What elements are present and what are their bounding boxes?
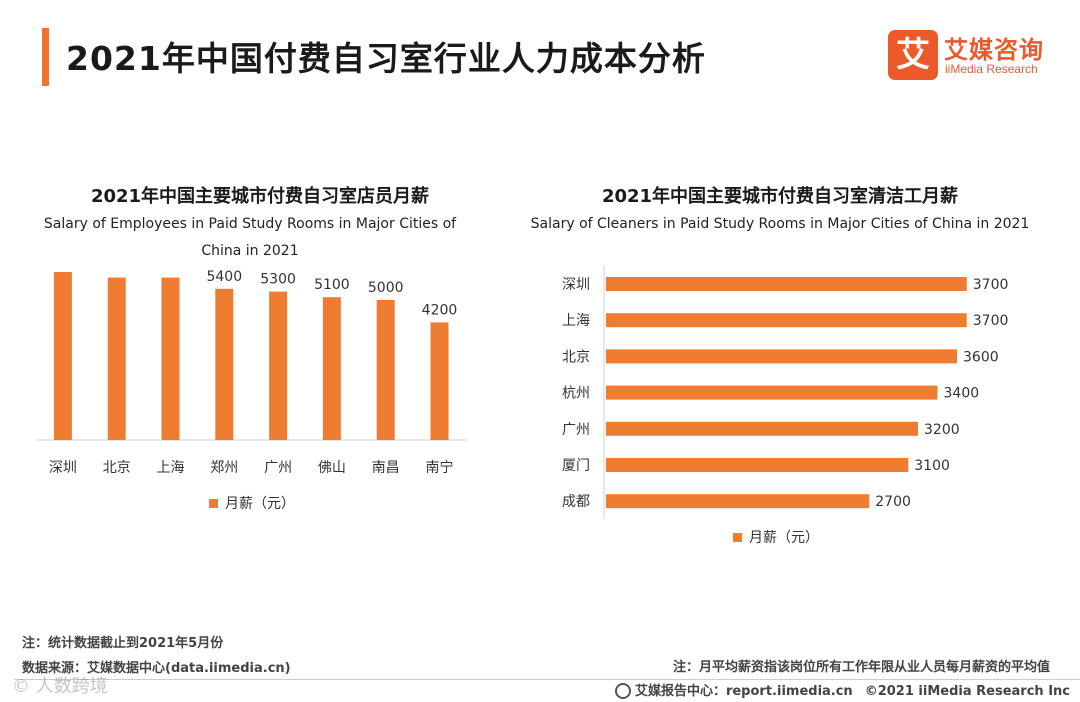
tick-label: 深圳 — [49, 460, 77, 476]
watermark: © 人数跨境 — [12, 676, 108, 697]
tick-label: 广州 — [264, 460, 292, 476]
bar-杭州 — [606, 385, 938, 400]
left-note: 注：统计数据截止到2021年5月份 — [22, 636, 224, 651]
tick-label: 厦门 — [562, 458, 590, 474]
tick-label: 郑州 — [210, 460, 238, 476]
bar-北京 — [606, 349, 957, 364]
data-label: 5100 — [314, 277, 350, 293]
tick-label: 南昌 — [372, 460, 400, 476]
bar-广州 — [269, 291, 288, 440]
left-legend-label: 月薪（元） — [225, 496, 295, 512]
data-label: 2700 — [875, 494, 911, 510]
bar-佛山 — [322, 297, 341, 440]
data-label: 3600 — [963, 349, 999, 365]
logo-en-text: iiMedia Research — [945, 62, 1038, 76]
bar-厦门 — [606, 458, 909, 472]
footer: 艾媒报告中心：report.iimedia.cn ©2021 iiMedia Re… — [603, 680, 1070, 700]
tick-label: 上海 — [562, 313, 590, 329]
data-label: 3200 — [924, 422, 960, 438]
left-chart-subtitle: Salary of Employees in Paid Study Rooms … — [43, 216, 457, 259]
data-label: 3700 — [973, 277, 1009, 293]
data-label: 4200 — [422, 302, 458, 318]
right-note: 注：月平均薪资指该岗位所有工作年限从业人员每月薪资的平均值 — [672, 660, 1050, 675]
data-label: 5800 — [99, 270, 135, 274]
data-source: 数据来源：艾媒数据中心(data.iimedia.cn) — [22, 661, 291, 676]
bar-上海 — [161, 277, 180, 440]
tick-label: 佛山 — [318, 460, 346, 476]
tick-label: 上海 — [157, 460, 185, 476]
left-bar-chart: 6000深圳5800北京5800上海5400郑州5300广州5100佛山5000… — [36, 270, 467, 476]
bar-上海 — [606, 313, 967, 328]
legend-swatch — [209, 498, 218, 508]
tick-label: 成都 — [562, 494, 590, 510]
tick-label: 北京 — [103, 460, 131, 476]
legend-swatch — [733, 532, 742, 542]
bar-郑州 — [215, 288, 234, 440]
title-accent-bar — [42, 28, 49, 86]
bar-南昌 — [376, 300, 395, 440]
bar-南宁 — [430, 322, 449, 440]
tick-label: 南宁 — [426, 459, 454, 476]
bar-广州 — [606, 421, 918, 436]
bar-深圳 — [606, 277, 967, 291]
data-label: 3100 — [914, 458, 950, 474]
bar-成都 — [606, 494, 870, 509]
logo-mark: 艾 — [888, 30, 938, 80]
tick-label: 北京 — [562, 349, 590, 365]
data-label: 3400 — [944, 386, 980, 402]
globe-icon — [614, 682, 631, 699]
bar-北京 — [107, 277, 126, 440]
right-chart-legend: 月薪（元） — [733, 527, 819, 547]
data-label: 5000 — [368, 280, 404, 296]
left-chart-title: 2021年中国主要城市付费自习室店员月薪 — [90, 186, 430, 207]
data-label: 5800 — [153, 270, 189, 274]
tick-label: 深圳 — [562, 277, 590, 293]
logo-cn-text: 艾媒咨询 — [944, 36, 1044, 64]
page-title: 2021年中国付费自习室行业人力成本分析 — [66, 39, 706, 78]
right-legend-label: 月薪（元） — [749, 530, 819, 546]
right-bar-chart: 3700 深圳 3700 上海 3600 北京 3400 杭州 3200 广州 3100 厦门 2700… — [562, 265, 1009, 520]
left-chart-legend: 月薪（元） — [209, 493, 295, 513]
footer-copyright: ©2021 iiMedia Research Inc — [864, 684, 1070, 699]
right-chart-title: 2021年中国主要城市付费自习室清洁工月薪 — [601, 186, 959, 207]
footer-report: 艾媒报告中心：report.iimedia.cn — [634, 684, 853, 699]
iimedia-logo: 艾 艾媒咨询 iiMedia Research — [888, 30, 1058, 82]
data-label: 5400 — [206, 270, 242, 285]
tick-label: 广州 — [562, 422, 590, 438]
footer-divider — [14, 679, 1080, 680]
tick-label: 杭州 — [562, 386, 590, 402]
bar-深圳 — [53, 272, 72, 440]
data-label: 3700 — [973, 313, 1009, 329]
right-chart-subtitle: Salary of Cleaners in Paid Study Rooms i… — [530, 216, 1030, 232]
data-label: 5300 — [260, 272, 296, 288]
